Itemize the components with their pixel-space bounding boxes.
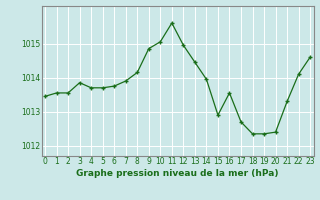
- X-axis label: Graphe pression niveau de la mer (hPa): Graphe pression niveau de la mer (hPa): [76, 169, 279, 178]
